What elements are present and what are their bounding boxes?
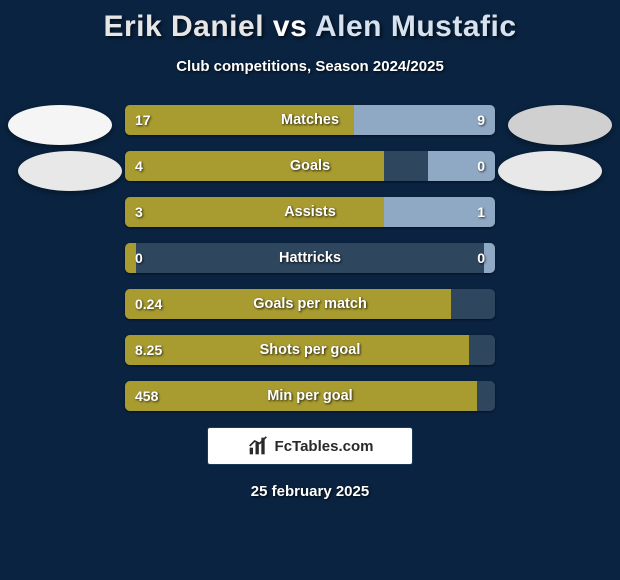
stat-name: Assists bbox=[125, 197, 495, 227]
stat-name: Min per goal bbox=[125, 381, 495, 411]
stat-row: 8.25Shots per goal bbox=[125, 335, 495, 365]
stat-row: 458Min per goal bbox=[125, 381, 495, 411]
title-vs: vs bbox=[273, 10, 307, 43]
title-player-right: Alen Mustafic bbox=[315, 10, 517, 43]
stat-row: 40Goals bbox=[125, 151, 495, 181]
player-right-avatar-bottom bbox=[498, 151, 602, 191]
player-left-avatar-bottom bbox=[18, 151, 122, 191]
page-title: Erik Daniel vs Alen Mustafic bbox=[0, 0, 620, 44]
date-label: 25 february 2025 bbox=[0, 483, 620, 500]
stat-name: Matches bbox=[125, 105, 495, 135]
stat-name: Hattricks bbox=[125, 243, 495, 273]
stat-name: Goals per match bbox=[125, 289, 495, 319]
player-right-avatar-top bbox=[508, 105, 612, 145]
logo-text: FcTables.com bbox=[275, 438, 374, 455]
title-player-left: Erik Daniel bbox=[103, 10, 264, 43]
stat-row: 179Matches bbox=[125, 105, 495, 135]
fctables-logo[interactable]: FcTables.com bbox=[207, 427, 413, 465]
stat-row: 0.24Goals per match bbox=[125, 289, 495, 319]
stat-name: Shots per goal bbox=[125, 335, 495, 365]
player-left-avatar-top bbox=[8, 105, 112, 145]
stat-name: Goals bbox=[125, 151, 495, 181]
subtitle: Club competitions, Season 2024/2025 bbox=[0, 58, 620, 75]
comparison-chart: 179Matches 40Goals 31Assists 00Hattricks 0.2… bbox=[0, 105, 620, 411]
stat-row: 00Hattricks bbox=[125, 243, 495, 273]
chart-icon bbox=[247, 436, 269, 456]
bars-container: 179Matches 40Goals 31Assists 00Hattricks 0.2… bbox=[125, 105, 495, 411]
stat-row: 31Assists bbox=[125, 197, 495, 227]
